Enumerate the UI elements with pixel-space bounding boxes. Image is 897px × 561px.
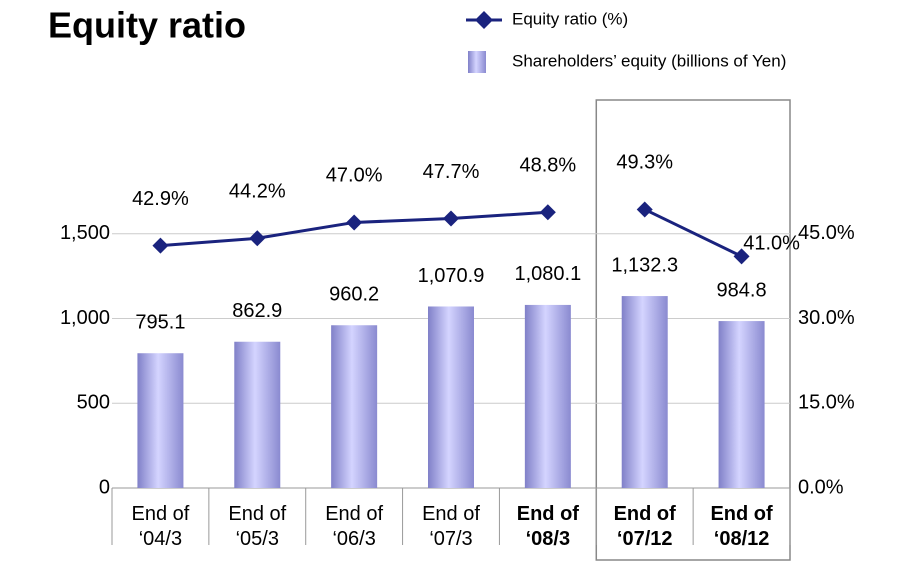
y-tick-label: 0 [99, 476, 110, 498]
legend-swatch [468, 51, 486, 73]
x-tick-line: ‘08/3 [526, 528, 570, 550]
line [644, 208, 743, 258]
bar [234, 341, 281, 488]
x-tick-label: End of ‘08/12 [710, 503, 773, 550]
x-tick-line: ‘05/3 [236, 528, 279, 550]
y2-tick-label: 0.0% [798, 476, 844, 498]
marker [249, 230, 266, 247]
x-tick-line: ‘07/12 [617, 528, 673, 550]
marker [733, 248, 750, 265]
legend-marker [475, 11, 493, 29]
bar [428, 306, 474, 488]
x-tick-line: End of [132, 503, 190, 525]
bar-value-label: 1,132.3 [611, 254, 678, 276]
y-tick-label: 500 [77, 392, 110, 414]
line-value-label: 49.3% [616, 152, 673, 174]
bar [331, 325, 378, 488]
bar [137, 353, 184, 488]
bar-value-label: 1,080.1 [514, 263, 581, 285]
x-tick-label: End of ‘08/3 [517, 503, 580, 550]
x-tick-line: End of [517, 503, 580, 525]
marker [636, 201, 653, 218]
x-tick-line: ‘08/12 [714, 528, 770, 550]
legend-label: Shareholders’ equity (billions of Yen) [512, 51, 786, 70]
bar-value-label: 795.1 [135, 312, 185, 334]
x-tick-line: ‘07/3 [429, 528, 472, 550]
line-value-label: 47.7% [423, 161, 480, 183]
bar [621, 296, 668, 488]
bar-value-label: 1,070.9 [418, 265, 485, 287]
y2-tick-label: 15.0% [798, 392, 855, 414]
line-value-label: 41.0% [743, 233, 800, 255]
bar [524, 304, 571, 488]
y-tick-label: 1,000 [60, 307, 110, 329]
y-tick-label: 1,500 [60, 222, 110, 244]
marker [346, 214, 363, 231]
line-value-label: 47.0% [326, 165, 383, 187]
bar-value-label: 960.2 [329, 284, 379, 306]
y2-tick-label: 45.0% [798, 222, 855, 244]
x-tick-label: End of ‘04/3 [132, 503, 190, 550]
marker [443, 210, 459, 227]
line-value-label: 48.8% [519, 155, 576, 177]
y2-tick-label: 30.0% [798, 307, 855, 329]
x-tick-label: End of ‘06/3 [325, 503, 383, 550]
x-tick-line: End of [228, 503, 286, 525]
x-tick-line: ‘06/3 [332, 528, 375, 550]
x-tick-label: End of ‘05/3 [228, 503, 286, 550]
highlight-box [595, 99, 791, 561]
bar [718, 321, 765, 488]
x-tick-label: End of ‘07/12 [614, 503, 677, 550]
bar-value-label: 862.9 [232, 300, 282, 322]
line-value-label: 42.9% [132, 188, 189, 210]
x-tick-line: End of [614, 503, 677, 525]
marker [539, 204, 556, 221]
x-tick-line: End of [325, 503, 383, 525]
marker [152, 237, 169, 254]
x-tick-label: End of ‘07/3 [422, 503, 480, 550]
x-tick-line: End of [422, 503, 480, 525]
legend-label: Equity ratio (%) [512, 9, 628, 28]
x-tick-line: End of [710, 503, 773, 525]
bar-value-label: 984.8 [717, 279, 767, 301]
line-value-label: 44.2% [229, 181, 286, 203]
x-tick-line: ‘04/3 [139, 528, 182, 550]
chart-title: Equity ratio [48, 5, 246, 46]
